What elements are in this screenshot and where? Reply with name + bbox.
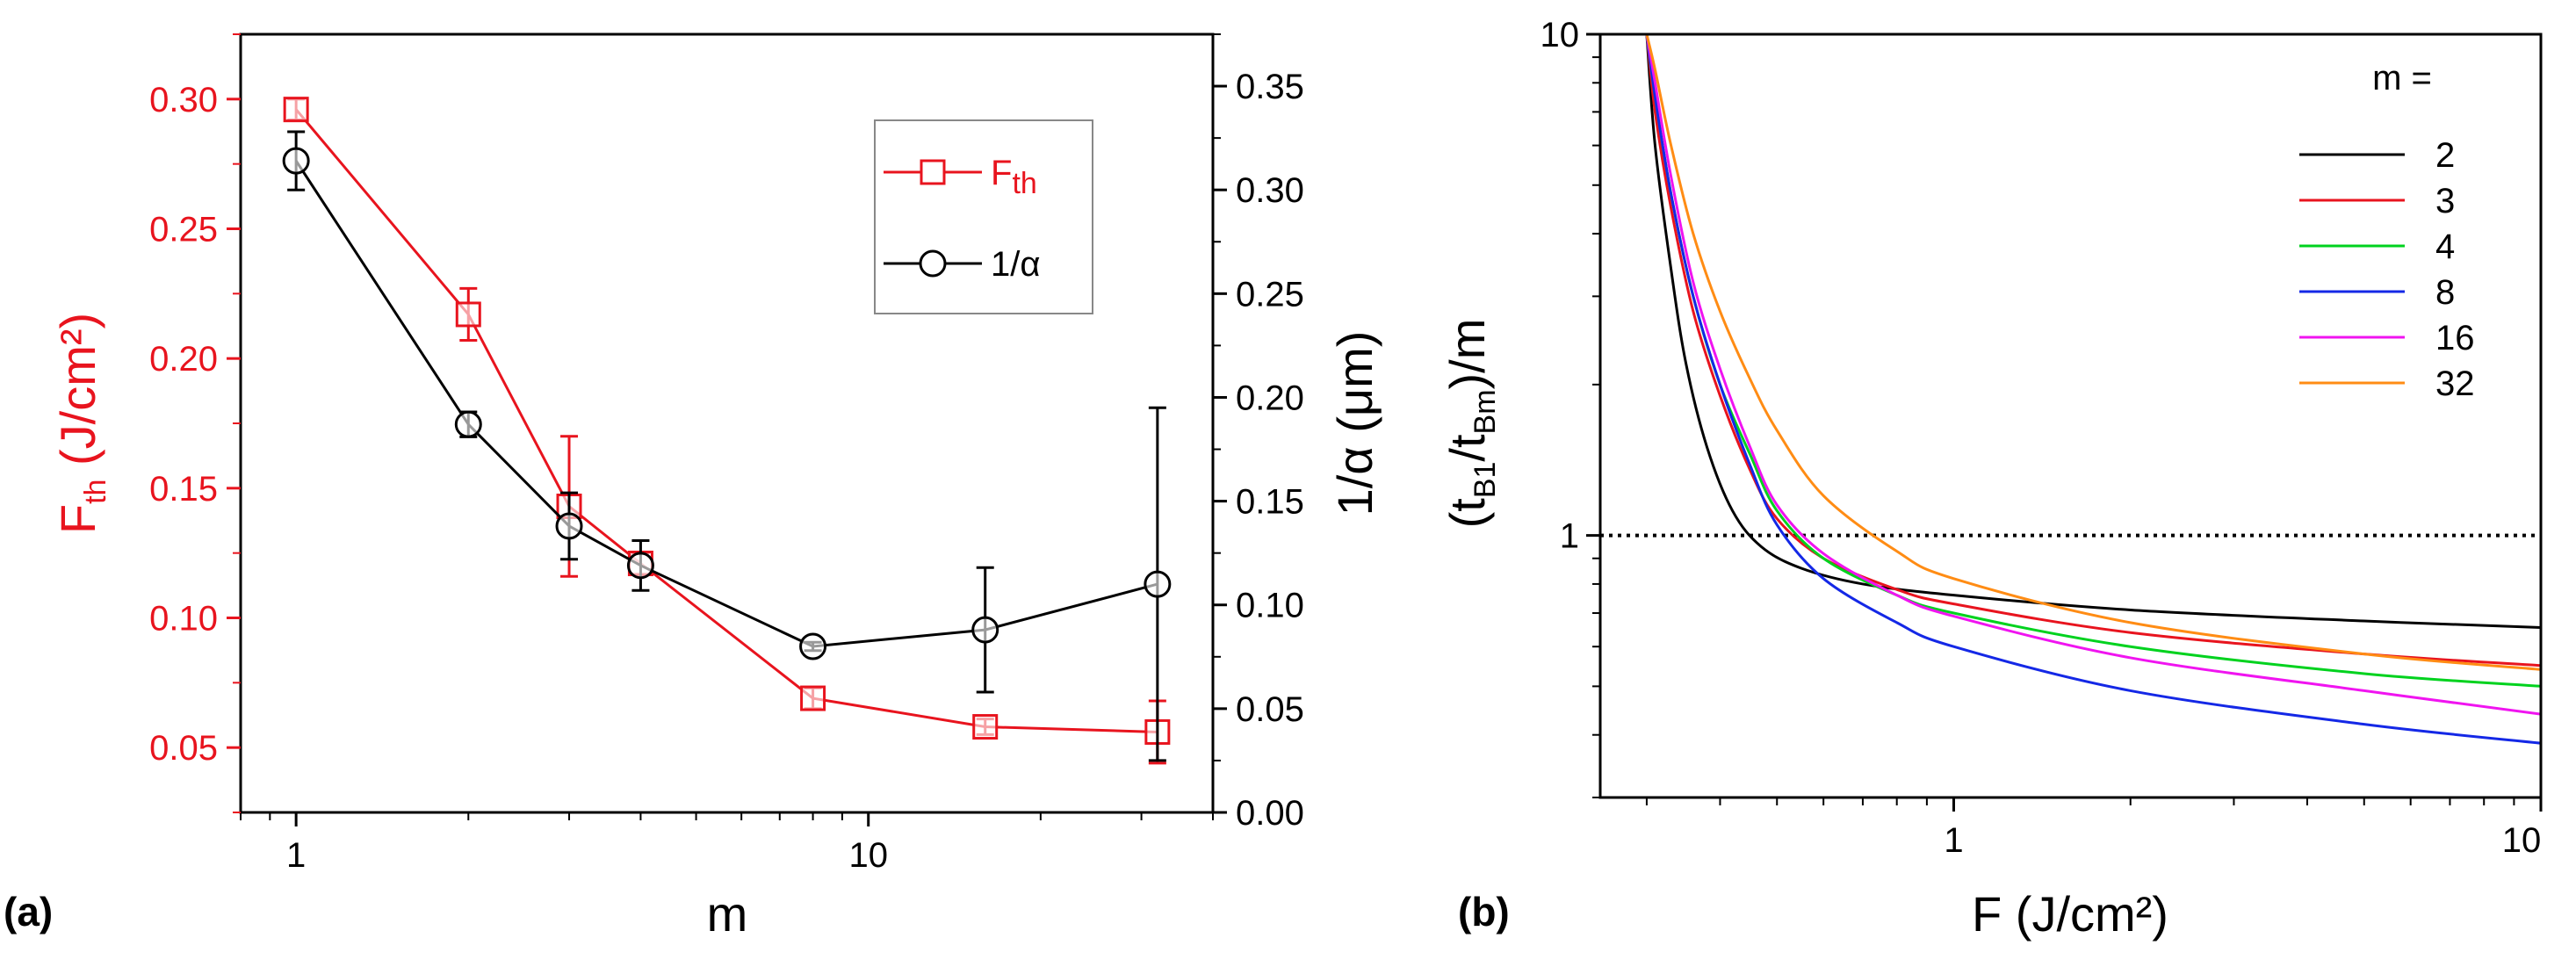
panel-a-left-y-ticks: 0.05 0.10 0.15 0.20 0.25 0.30: [149, 33, 241, 813]
left-y-tick-label: 0.05: [149, 729, 218, 768]
data-point-square: [972, 714, 999, 740]
data-point-circle: [555, 512, 583, 540]
data-point-circle: [799, 632, 827, 660]
panel-b-y-ticks: 1 10: [1541, 16, 1600, 798]
panel-a-legend-box: [874, 119, 1093, 314]
left-y-tick-label: 0.20: [149, 340, 218, 379]
legend-fth-label: Fth: [991, 154, 1037, 200]
left-y-tick-label: 0.25: [149, 211, 218, 249]
legend-label-m-16: 16: [2435, 319, 2475, 357]
legend-label-m-8: 8: [2435, 273, 2455, 312]
right-y-tick-label: 0.10: [1236, 587, 1304, 625]
right-y-tick-label: 0.25: [1236, 275, 1304, 314]
panel-a-label: (a): [4, 889, 53, 935]
legend-label-m-3: 3: [2435, 182, 2455, 220]
right-y-tick-label: 0.20: [1236, 379, 1304, 417]
curve-m-16: [1645, 34, 2541, 716]
panel-a-plot-area: [282, 97, 1172, 765]
right-y-tick-label: 0.00: [1236, 794, 1304, 833]
legend-fth-square-marker: [920, 159, 946, 185]
curve-m-3: [1645, 34, 2541, 668]
left-y-tick-label: 0.15: [149, 470, 218, 509]
right-y-tick-label: 0.30: [1236, 171, 1304, 210]
y-tick-label: 1: [1560, 517, 1579, 556]
legend-label-m-4: 4: [2435, 227, 2455, 266]
data-point-square: [800, 685, 826, 711]
data-point-circle: [282, 147, 310, 175]
right-y-tick-label: 0.35: [1236, 68, 1304, 106]
x-tick-label: 10: [848, 836, 888, 875]
curve-m-32: [1645, 34, 2541, 671]
data-point-circle: [1144, 570, 1172, 598]
panel-a-legend: Fth 1/α: [874, 119, 1093, 314]
panel-b-plot-area: [1600, 34, 2541, 745]
data-point-circle: [971, 616, 999, 644]
panel-a: 1 10 0.05 0.10 0.15 0.20 0.25 0.30 0.00 0.05 0.1…: [4, 32, 1382, 942]
data-point-square: [455, 301, 481, 328]
legend-label-m-32: 32: [2435, 364, 2475, 403]
x-tick-label: 1: [1944, 821, 1963, 860]
legend-label-m-2: 2: [2435, 136, 2455, 175]
panel-b-legend-title: m =: [2372, 59, 2432, 97]
panel-b-legend: 2 3 4 8 16 32: [2299, 136, 2475, 403]
right-y-tick-label: 0.15: [1236, 483, 1304, 522]
panel-a-right-y-axis-label: 1/α (μm): [1327, 331, 1382, 516]
left-y-tick-label: 0.30: [149, 81, 218, 119]
panel-b-x-axis-label: F (J/cm²): [1972, 886, 2168, 942]
legend-inverse-alpha-label: 1/α: [991, 245, 1040, 284]
panel-a-x-axis-label: m: [707, 886, 748, 942]
panel-b-label: (b): [1458, 889, 1510, 935]
right-y-tick-label: 0.05: [1236, 690, 1304, 729]
data-point-circle: [454, 410, 482, 438]
left-y-tick-label: 0.10: [149, 600, 218, 639]
panel-a-left-y-axis-label: Fth (J/cm²): [50, 313, 112, 534]
panel-a-x-ticks: 1 10: [240, 812, 1214, 875]
data-point-circle: [626, 552, 654, 580]
curve-m-8: [1645, 34, 2541, 745]
curve-m-4: [1645, 34, 2541, 688]
x-tick-label: 10: [2502, 821, 2542, 860]
curve-m-2: [1645, 34, 2541, 629]
data-point-square: [283, 97, 309, 123]
panel-b-x-ticks: 1 10: [1645, 797, 2543, 860]
panel-b-frame: [1598, 32, 2543, 799]
y-tick-label: 10: [1541, 16, 1580, 54]
panel-a-right-y-ticks: 0.00 0.05 0.10 0.15 0.20 0.25 0.30 0.35: [1213, 33, 1304, 833]
x-tick-label: 1: [286, 836, 306, 875]
panel-b: 1 10 1 10 F (J/cm²) (tB1/tBm)/m m = 2 3 4 8 16…: [1440, 16, 2543, 942]
legend-inverse-alpha-circle-marker: [919, 249, 947, 278]
panel-b-y-axis-label: (tB1/tBm)/m: [1440, 319, 1502, 529]
